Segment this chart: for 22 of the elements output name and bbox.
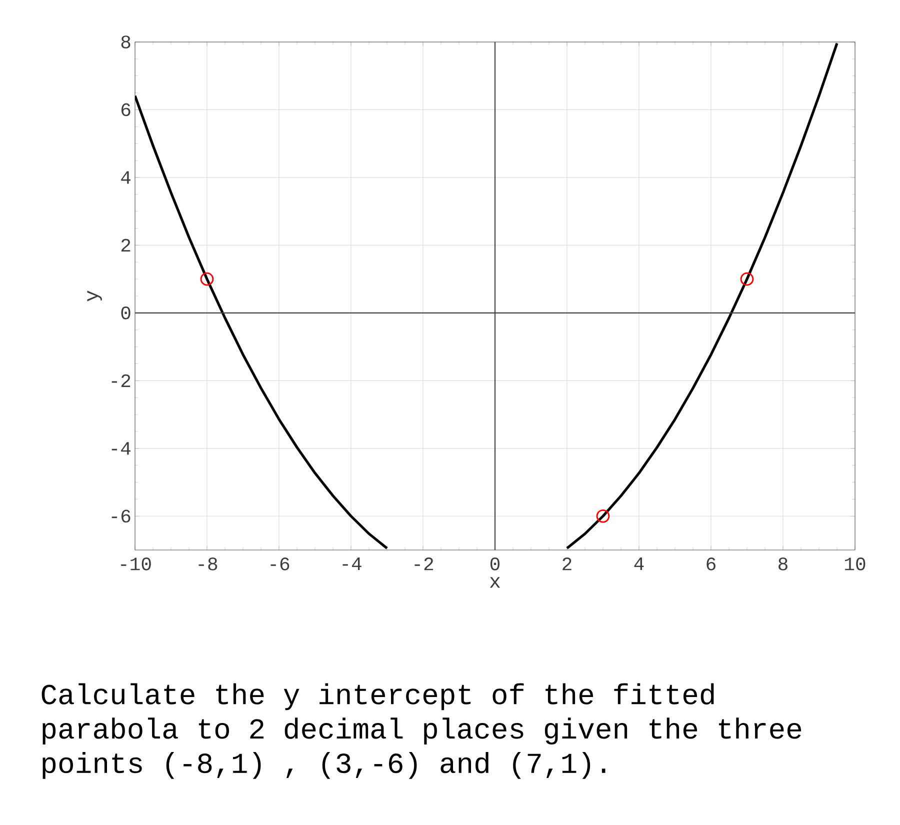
x-tick-label: -8 [198,558,218,570]
x-tick-label: 10 [845,558,866,570]
x-tick-label: -2 [414,558,434,570]
x-tick-label: -10 [121,558,151,570]
text: Calculate the y intercept of the fitted parabola to 2 decimal places given the three points (-8,1) , (3,-6) and (7,1). [42,683,802,779]
x-tick-label: 0 [490,558,500,570]
y-tick-label: 6 [122,103,130,116]
y-tick-label: -2 [112,374,130,387]
y-tick-label: -6 [112,510,130,523]
x-tick-label: 4 [634,558,644,570]
x-tick-label: -6 [270,558,290,570]
y-tick-label: 8 [121,36,130,48]
x-tick-label: 6 [706,558,716,570]
x-tick-label: -4 [342,558,362,570]
x-tick-label: 2 [562,558,572,570]
y-axis-title: y [87,290,102,302]
y-tick-label: 4 [121,171,131,184]
y-tick-label: 0 [121,306,130,320]
x-tick-label: 8 [778,558,788,570]
y-tick-label: -4 [112,442,131,455]
y-tick-label: 2 [121,238,130,252]
x-axis-title: x [490,577,500,588]
